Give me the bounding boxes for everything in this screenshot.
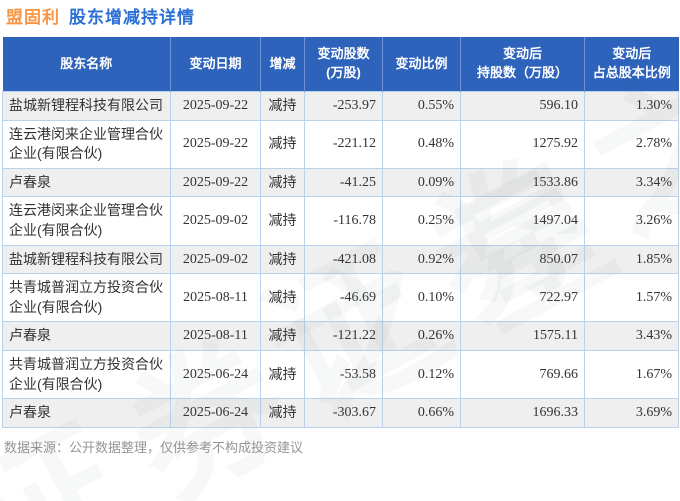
change-date-cell: 2025-09-02 <box>170 244 261 275</box>
after-shares-cell: 769.66 <box>460 350 585 400</box>
change-date-cell: 2025-09-22 <box>170 119 261 169</box>
change-pct-cell: 0.09% <box>382 167 461 198</box>
change-pct-cell: 0.55% <box>382 91 461 121</box>
after-pct-cell: 3.69% <box>584 398 679 428</box>
column-header: 变动股数 (万股) <box>304 37 383 92</box>
shareholder-name-cell: 盐城新锂程科技有限公司 <box>2 91 171 121</box>
after-shares-cell: 596.10 <box>460 91 585 121</box>
change-pct-cell: 0.12% <box>382 350 461 400</box>
shareholder-name-cell: 共青城普润立方投资合伙企业(有限合伙) <box>2 273 171 323</box>
after-shares-cell: 722.97 <box>460 273 585 323</box>
after-pct-cell: 1.57% <box>584 273 679 323</box>
change-date-cell: 2025-06-24 <box>170 350 261 400</box>
action-cell: 减持 <box>260 91 305 121</box>
change-shares-cell: -53.58 <box>304 350 383 400</box>
after-pct-cell: 3.26% <box>584 196 679 246</box>
change-shares-cell: -121.22 <box>304 321 383 352</box>
stock-name: 盟固利 <box>6 8 60 27</box>
table-row: 连云港闵来企业管理合伙企业(有限合伙) 2025-09-22 减持 -221.12 0.… <box>2 119 679 169</box>
change-date-cell: 2025-09-22 <box>170 167 261 198</box>
change-shares-cell: -253.97 <box>304 91 383 121</box>
after-pct-cell: 3.34% <box>584 167 679 198</box>
shareholder-name-cell: 连云港闵来企业管理合伙企业(有限合伙) <box>2 119 171 169</box>
change-pct-cell: 0.66% <box>382 398 461 428</box>
shareholder-change-table: 股东名称 变动日期 增减 变动股数 (万股) 变动比例 变动后 持股数（万股） 变动后 占总… <box>2 37 679 428</box>
column-header: 变动比例 <box>382 37 461 92</box>
change-date-cell: 2025-08-11 <box>170 273 261 323</box>
change-date-cell: 2025-09-02 <box>170 196 261 246</box>
change-shares-cell: -46.69 <box>304 273 383 323</box>
after-shares-cell: 1696.33 <box>460 398 585 428</box>
action-cell: 减持 <box>260 321 305 352</box>
after-shares-cell: 1533.86 <box>460 167 585 198</box>
column-header: 股东名称 <box>2 37 171 92</box>
column-header: 增减 <box>260 37 305 92</box>
column-header: 变动后 占总股本比例 <box>584 37 679 92</box>
action-cell: 减持 <box>260 273 305 323</box>
table-row: 盐城新锂程科技有限公司 2025-09-02 减持 -421.08 0.92% 850.0… <box>2 244 679 275</box>
shareholder-name-cell: 盐城新锂程科技有限公司 <box>2 244 171 275</box>
table-row: 卢春泉 2025-06-24 减持 -303.67 0.66% 1696.33 3.69% <box>2 398 679 428</box>
shareholder-name-cell: 连云港闵来企业管理合伙企业(有限合伙) <box>2 196 171 246</box>
after-pct-cell: 1.67% <box>584 350 679 400</box>
shareholder-name-cell: 卢春泉 <box>2 398 171 428</box>
after-pct-cell: 3.43% <box>584 321 679 352</box>
change-pct-cell: 0.25% <box>382 196 461 246</box>
after-shares-cell: 1575.11 <box>460 321 585 352</box>
action-cell: 减持 <box>260 398 305 428</box>
action-cell: 减持 <box>260 350 305 400</box>
change-shares-cell: -116.78 <box>304 196 383 246</box>
table-header-row: 股东名称 变动日期 增减 变动股数 (万股) 变动比例 变动后 持股数（万股） 变动后 占总… <box>2 37 679 92</box>
action-cell: 减持 <box>260 119 305 169</box>
table-row: 卢春泉 2025-08-11 减持 -121.22 0.26% 1575.11 3.43% <box>2 321 679 352</box>
change-shares-cell: -421.08 <box>304 244 383 275</box>
change-pct-cell: 0.92% <box>382 244 461 275</box>
shareholder-name-cell: 卢春泉 <box>2 167 171 198</box>
column-header: 变动后 持股数（万股） <box>460 37 585 92</box>
change-pct-cell: 0.48% <box>382 119 461 169</box>
after-shares-cell: 1497.04 <box>460 196 585 246</box>
page-title: 盟固利 股东增减持详情 <box>0 0 680 34</box>
action-cell: 减持 <box>260 244 305 275</box>
after-pct-cell: 1.85% <box>584 244 679 275</box>
change-shares-cell: -41.25 <box>304 167 383 198</box>
change-date-cell: 2025-08-11 <box>170 321 261 352</box>
table-row: 盐城新锂程科技有限公司 2025-09-22 减持 -253.97 0.55% 596.1… <box>2 91 679 121</box>
change-pct-cell: 0.26% <box>382 321 461 352</box>
action-cell: 减持 <box>260 167 305 198</box>
shareholder-name-cell: 共青城普润立方投资合伙企业(有限合伙) <box>2 350 171 400</box>
after-shares-cell: 850.07 <box>460 244 585 275</box>
table-row: 卢春泉 2025-09-22 减持 -41.25 0.09% 1533.86 3.34% <box>2 167 679 198</box>
change-shares-cell: -303.67 <box>304 398 383 428</box>
change-shares-cell: -221.12 <box>304 119 383 169</box>
table-row: 连云港闵来企业管理合伙企业(有限合伙) 2025-09-02 减持 -116.78 0.… <box>2 196 679 246</box>
table-row: 共青城普润立方投资合伙企业(有限合伙) 2025-08-11 减持 -46.69 0.1… <box>2 273 679 323</box>
table-row: 共青城普润立方投资合伙企业(有限合伙) 2025-06-24 减持 -53.58 0.1… <box>2 350 679 400</box>
action-cell: 减持 <box>260 196 305 246</box>
change-date-cell: 2025-06-24 <box>170 398 261 428</box>
change-pct-cell: 0.10% <box>382 273 461 323</box>
page-subtitle: 股东增减持详情 <box>69 8 195 27</box>
data-source-note: 数据来源：公开数据整理，仅供参考不构成投资建议 <box>4 439 304 455</box>
after-shares-cell: 1275.92 <box>460 119 585 169</box>
column-header: 变动日期 <box>170 37 261 92</box>
after-pct-cell: 1.30% <box>584 91 679 121</box>
after-pct-cell: 2.78% <box>584 119 679 169</box>
change-date-cell: 2025-09-22 <box>170 91 261 121</box>
shareholder-name-cell: 卢春泉 <box>2 321 171 352</box>
